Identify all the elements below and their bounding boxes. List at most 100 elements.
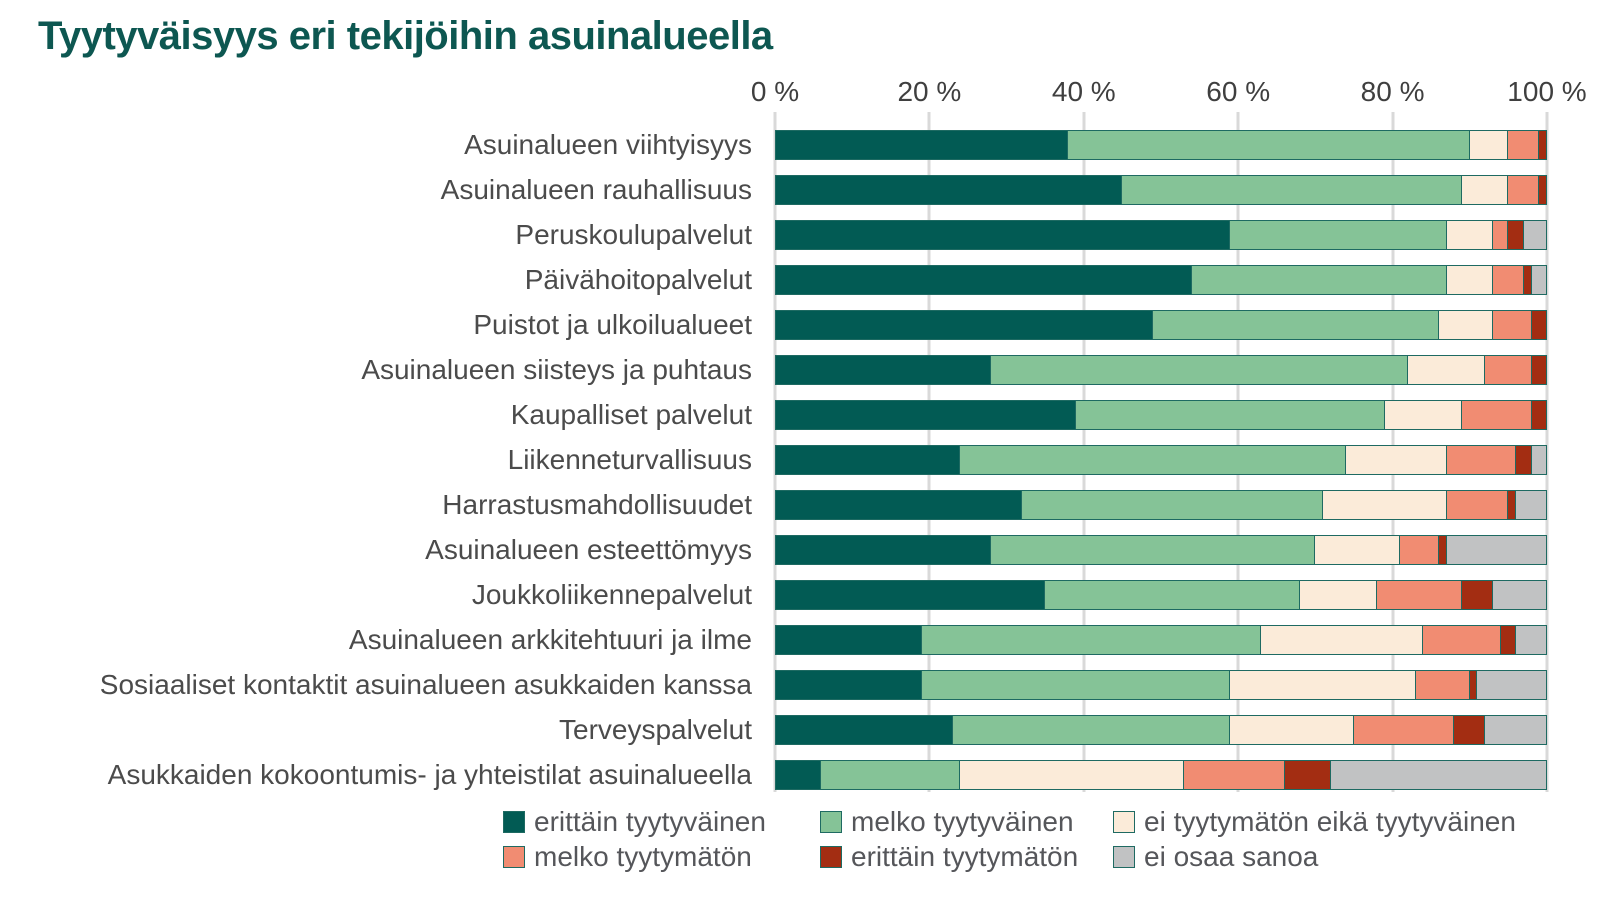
bar-segment-ei-osaa-sanoa <box>1446 535 1547 565</box>
bar-segment-melko-tyytymaton <box>1485 355 1532 385</box>
bar-segment-melko-tyytymaton <box>1446 490 1509 520</box>
bar-segment-melko-tyytymaton <box>1446 445 1517 475</box>
legend-swatch-icon <box>820 845 842 868</box>
legend-swatch-icon <box>820 810 842 833</box>
category-label: Harrastusmahdollisuudet <box>442 489 752 520</box>
bar-segment-erittain-tyytyvainen <box>775 220 1231 250</box>
legend-item-melko-tyytyvainen: melko tyytyväinen <box>820 806 1113 838</box>
bar-segment-melko-tyytymaton <box>1353 715 1455 745</box>
bar-segment-ei-tyytymaton-eika-tyytyvainen <box>1462 175 1509 205</box>
bar-segment-melko-tyytyvainen <box>821 760 961 790</box>
bar-segment-melko-tyytyvainen <box>1045 580 1300 610</box>
bar-row <box>775 580 1547 610</box>
x-tick-label: 60 % <box>1206 76 1271 107</box>
bar-segment-erittain-tyytyvainen <box>775 355 992 385</box>
bar-segment-erittain-tyytyvainen <box>775 400 1077 430</box>
bar-row <box>775 670 1547 700</box>
bar-row <box>775 175 1547 205</box>
category-label: Terveyspalvelut <box>559 714 752 745</box>
bar-segment-melko-tyytyvainen <box>991 355 1409 385</box>
bar-segment-melko-tyytymaton <box>1462 400 1532 430</box>
bar-segment-ei-tyytymaton-eika-tyytyvainen <box>1230 715 1354 745</box>
bar-segment-melko-tyytyvainen <box>952 715 1231 745</box>
bar-segment-ei-osaa-sanoa <box>1523 220 1547 250</box>
bar-row <box>775 265 1547 295</box>
bar-segment-erittain-tyytymaton <box>1531 355 1547 385</box>
bar-row <box>775 760 1547 790</box>
bar-segment-melko-tyytyvainen <box>960 445 1347 475</box>
bar-segment-erittain-tyytyvainen <box>775 265 1192 295</box>
bar-segment-melko-tyytyvainen <box>1122 175 1463 205</box>
category-label: Puistot ja ulkoilualueet <box>473 309 752 340</box>
bar-segment-ei-tyytymaton-eika-tyytyvainen <box>1446 265 1493 295</box>
bar-segment-melko-tyytymaton <box>1508 175 1540 205</box>
legend-item-erittain-tyytymaton: erittäin tyytymätön <box>820 841 1113 873</box>
bar-segment-ei-tyytymaton-eika-tyytyvainen <box>960 760 1185 790</box>
bar-segment-erittain-tyytyvainen <box>775 445 961 475</box>
bar-segment-melko-tyytymaton <box>1508 130 1540 160</box>
bar-segment-erittain-tyytyvainen <box>775 490 1023 520</box>
bar-segment-melko-tyytyvainen <box>1068 130 1470 160</box>
category-label: Asuinalueen siisteys ja puhtaus <box>361 354 752 385</box>
bar-segment-melko-tyytymaton <box>1415 670 1470 700</box>
bar-segment-ei-tyytymaton-eika-tyytyvainen <box>1469 130 1509 160</box>
category-label: Liikenneturvallisuus <box>507 444 752 475</box>
bar-row <box>775 130 1547 160</box>
legend-swatch-icon <box>1113 845 1135 868</box>
bar-row <box>775 220 1547 250</box>
bar-segment-erittain-tyytyvainen <box>775 130 1069 160</box>
bar-segment-melko-tyytyvainen <box>991 535 1316 565</box>
bar-segment-ei-tyytymaton-eika-tyytyvainen <box>1446 220 1493 250</box>
bar-segment-erittain-tyytymaton <box>1516 445 1532 475</box>
category-label: Asuinalueen viihtyisyys <box>464 129 752 160</box>
category-label: Sosiaaliset kontaktit asuinalueen asukka… <box>99 669 752 700</box>
bar-segment-ei-tyytymaton-eika-tyytyvainen <box>1346 445 1447 475</box>
bar-segment-ei-osaa-sanoa <box>1516 490 1547 520</box>
bar-segment-erittain-tyytymaton <box>1523 265 1532 295</box>
legend-swatch-icon <box>503 845 525 868</box>
category-label: Asuinalueen esteettömyys <box>425 534 752 565</box>
category-label: Asuinalueen rauhallisuus <box>440 174 752 205</box>
bar-segment-erittain-tyytyvainen <box>775 625 922 655</box>
bar-segment-ei-tyytymaton-eika-tyytyvainen <box>1230 670 1416 700</box>
x-tick-label: 20 % <box>897 76 962 107</box>
bar-segment-erittain-tyytyvainen <box>775 760 822 790</box>
legend-label: melko tyytyväinen <box>851 805 1074 837</box>
legend-swatch-icon <box>503 810 525 833</box>
bar-segment-erittain-tyytymaton <box>1462 580 1493 610</box>
bar-segment-ei-osaa-sanoa <box>1330 760 1547 790</box>
bar-segment-ei-osaa-sanoa <box>1531 445 1547 475</box>
bar-segment-erittain-tyytyvainen <box>775 580 1046 610</box>
bar-segment-erittain-tyytyvainen <box>775 310 1154 340</box>
bar-row <box>775 310 1547 340</box>
bar-segment-erittain-tyytyvainen <box>775 715 953 745</box>
legend-label: erittäin tyytymätön <box>851 840 1079 872</box>
chart-title: Tyytyväisyys eri tekijöihin asuinalueell… <box>38 14 773 58</box>
bar-row <box>775 490 1547 520</box>
bar-segment-erittain-tyytymaton <box>1531 310 1547 340</box>
bar-segment-erittain-tyytymaton <box>1539 175 1547 205</box>
bar-row <box>775 715 1547 745</box>
bar-segment-melko-tyytymaton <box>1492 220 1509 250</box>
bar-segment-ei-tyytymaton-eika-tyytyvainen <box>1299 580 1378 610</box>
bar-segment-melko-tyytyvainen <box>1153 310 1439 340</box>
bar-segment-melko-tyytymaton <box>1184 760 1285 790</box>
bar-segment-erittain-tyytymaton <box>1531 400 1547 430</box>
bar-segment-melko-tyytymaton <box>1400 535 1439 565</box>
bar-segment-ei-tyytymaton-eika-tyytyvainen <box>1261 625 1424 655</box>
legend-item-ei-tyytymaton-eika-tyytyvainen: ei tyytymätön eikä tyytyväinen <box>1113 806 1516 838</box>
legend-item-melko-tyytymaton: melko tyytymätön <box>503 841 820 873</box>
bar-segment-melko-tyytymaton <box>1423 625 1501 655</box>
bar-segment-erittain-tyytymaton <box>1508 490 1517 520</box>
bar-segment-ei-osaa-sanoa <box>1492 580 1547 610</box>
x-tick-label: 80 % <box>1360 76 1425 107</box>
category-label: Kaupalliset palvelut <box>510 399 752 430</box>
bar-segment-erittain-tyytymaton <box>1508 220 1524 250</box>
x-tick-label: 100 % <box>1507 76 1587 107</box>
bar-segment-ei-osaa-sanoa <box>1531 265 1547 295</box>
category-label: Peruskoulupalvelut <box>515 219 752 250</box>
bar-segment-ei-osaa-sanoa <box>1477 670 1547 700</box>
legend-label: melko tyytymätön <box>534 840 752 872</box>
bar-row <box>775 400 1547 430</box>
